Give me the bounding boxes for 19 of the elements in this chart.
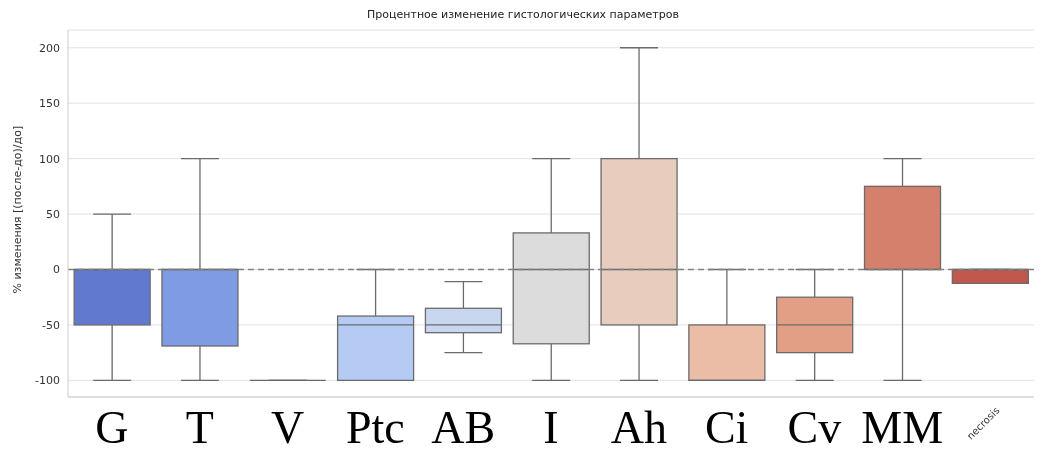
x-tick-label: G — [95, 402, 129, 453]
x-tick-label: I — [543, 402, 559, 453]
x-tick-label: Ah — [610, 402, 667, 453]
y-tick-label: 100 — [39, 152, 60, 166]
y-tick-label: -100 — [35, 374, 60, 388]
y-tick-label: 200 — [39, 41, 60, 55]
y-tick-label: 50 — [46, 207, 60, 221]
x-tick-label: Cv — [787, 402, 842, 453]
x-tick-label: Ptc — [345, 402, 405, 453]
y-tick-label: 0 — [53, 263, 60, 277]
x-tick-label: V — [270, 402, 305, 453]
x-tick-label: AB — [431, 402, 496, 453]
y-tick-label: -50 — [42, 318, 60, 332]
x-tick-label: MM — [861, 402, 944, 453]
chart-title: Процентное изменение гистологических параметров — [366, 8, 680, 23]
y-tick-label: 150 — [39, 97, 60, 111]
x-tick-label: Ci — [704, 402, 749, 453]
x-tick-label: T — [185, 402, 214, 453]
y-axis-title: % изменения [(после-до)/до] — [10, 125, 24, 294]
